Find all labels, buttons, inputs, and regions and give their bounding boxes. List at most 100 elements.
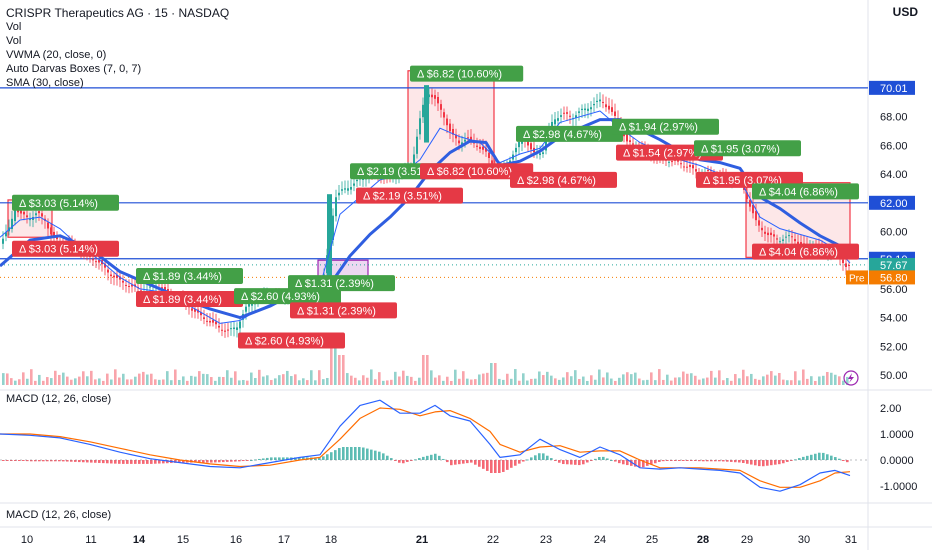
- candle-body: [53, 231, 55, 238]
- price-badge: [869, 257, 915, 272]
- macd-histogram-bar: [410, 460, 413, 461]
- candle-body: [482, 146, 484, 150]
- volume-bar: [274, 378, 277, 385]
- macd-histogram-bar: [806, 455, 809, 460]
- macd-histogram-bar: [810, 454, 813, 460]
- macd-histogram-bar: [610, 460, 613, 461]
- volume-bar: [362, 375, 365, 385]
- candle-body: [518, 142, 520, 148]
- volume-bar: [790, 380, 793, 385]
- volume-bar: [14, 380, 17, 385]
- volume-bar: [458, 378, 461, 385]
- volume-bar: [470, 379, 473, 385]
- macd-histogram-bar: [622, 460, 625, 465]
- volume-bar: [634, 372, 637, 385]
- macd-histogram-bar: [278, 457, 281, 460]
- price-badge-text[interactable]: 56.80: [880, 272, 908, 284]
- candle-body: [194, 309, 196, 312]
- candle-body: [350, 187, 352, 190]
- lightning-icon[interactable]: [843, 370, 859, 386]
- delta-label-box: [288, 275, 395, 292]
- volume-bar: [98, 378, 101, 385]
- volume-bar: [522, 373, 525, 385]
- macd-histogram-bar: [518, 460, 521, 464]
- legend-vwma[interactable]: VWMA (20, close, 0): [6, 49, 107, 61]
- volume-bar: [378, 372, 381, 385]
- macd-histogram-bar: [130, 460, 133, 464]
- price-badge-text[interactable]: 57.67: [880, 260, 908, 272]
- candle-body: [440, 104, 442, 110]
- macd-histogram-bar: [358, 447, 361, 460]
- legend-volume-2[interactable]: Vol: [6, 35, 22, 47]
- macd-histogram-bar: [426, 455, 429, 460]
- volume-bar: [450, 380, 453, 385]
- volume-bar: [710, 370, 713, 385]
- macd-histogram-bar: [738, 460, 741, 463]
- volume-bar: [766, 374, 769, 385]
- candle-body: [488, 152, 490, 158]
- volume-bar: [506, 373, 509, 385]
- currency-label[interactable]: USD: [892, 5, 918, 19]
- volume-bar: [446, 376, 449, 385]
- price-badge-text[interactable]: 70.01: [880, 83, 908, 95]
- delta-label-box: [612, 118, 719, 135]
- macd-histogram-bar: [682, 460, 685, 461]
- delta-label: Δ $6.82 (10.60%): [427, 166, 512, 178]
- volume-bar: [294, 374, 297, 385]
- chart-legend: CRISPR Therapeutics AG · 15 · NASDAQ Vol…: [6, 6, 229, 90]
- volume-bar: [50, 378, 53, 385]
- volume-bar: [714, 377, 717, 385]
- volume-bar: [306, 380, 309, 385]
- candle-body: [587, 108, 589, 111]
- volume-bar: [726, 378, 729, 385]
- macd-histogram-bar: [450, 460, 453, 466]
- macd-tick: 1.0000: [880, 429, 914, 441]
- macd-histogram-bar: [470, 460, 473, 463]
- macd-histogram-bar: [166, 460, 169, 464]
- lightning-icon-bolt: [848, 373, 854, 383]
- volume-bar: [214, 380, 217, 385]
- macd-histogram-bar: [346, 447, 349, 460]
- legend-darvas-boxes[interactable]: Auto Darvas Boxes (7, 0, 7): [6, 63, 142, 75]
- macd-label-2[interactable]: MACD (12, 26, close): [6, 509, 112, 521]
- volume-bar: [558, 379, 561, 385]
- candle-body: [95, 261, 97, 263]
- macd-histogram-bar: [438, 455, 441, 460]
- volume-bar: [382, 380, 385, 385]
- macd-histogram-bar: [538, 453, 541, 460]
- candle-body: [464, 139, 466, 142]
- price-badge-text[interactable]: 62.00: [880, 198, 908, 210]
- volume-bar: [122, 373, 125, 385]
- macd-histogram-bar: [266, 457, 269, 460]
- candle-body: [221, 329, 223, 331]
- candle-body: [695, 169, 697, 172]
- macd-label-1[interactable]: MACD (12, 26, close): [6, 393, 112, 405]
- macd-histogram-bar: [458, 460, 461, 465]
- macd-histogram-bar: [226, 460, 229, 462]
- volume-bar: [754, 378, 757, 385]
- macd-histogram-bar: [670, 460, 673, 461]
- candle-body: [38, 211, 40, 214]
- candle-body: [683, 166, 685, 168]
- candle-body: [785, 236, 787, 238]
- volume-bar: [230, 377, 233, 385]
- delta-label-box: [136, 267, 243, 284]
- volume-bar: [146, 374, 149, 385]
- volume-bar: [186, 380, 189, 385]
- legend-sma[interactable]: SMA (30, close): [6, 77, 84, 89]
- candle-body: [215, 321, 217, 325]
- candle-body: [599, 99, 601, 102]
- candle-body: [14, 210, 16, 222]
- candle-body: [119, 276, 121, 280]
- macd-histogram-bar: [246, 460, 249, 461]
- macd-histogram-bar: [542, 453, 545, 460]
- candle-body: [29, 219, 31, 221]
- candle-body: [419, 118, 421, 135]
- macd-histogram-bar: [38, 460, 41, 462]
- macd-histogram-bar: [334, 450, 337, 460]
- symbol-title[interactable]: CRISPR Therapeutics AG · 15 · NASDAQ: [6, 6, 230, 20]
- volume-bar: [550, 375, 553, 385]
- legend-volume-1[interactable]: Vol: [6, 21, 22, 33]
- candle-body: [437, 96, 439, 104]
